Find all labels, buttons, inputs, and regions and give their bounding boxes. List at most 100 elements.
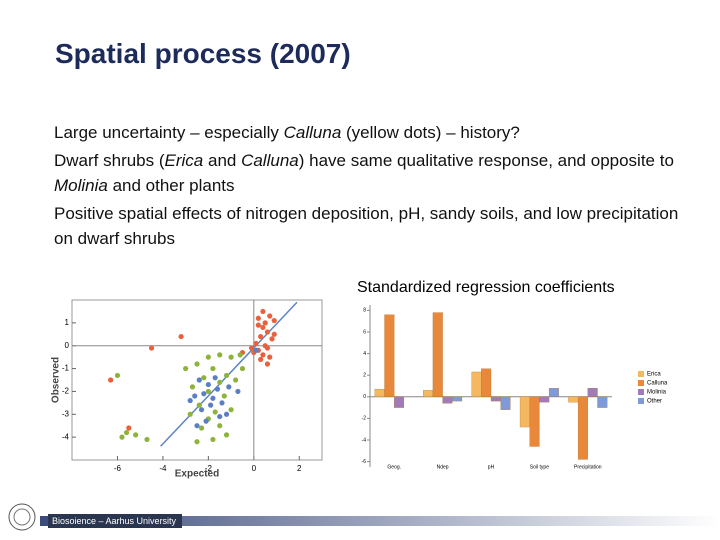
bar [500, 396, 511, 410]
bullet-run: Molinia [54, 176, 108, 195]
bar [471, 371, 482, 397]
legend-label: Molinia [647, 390, 667, 396]
data-point [214, 386, 221, 392]
y-tick-label: -3 [62, 409, 70, 418]
data-point [260, 352, 266, 358]
legend-swatch [638, 380, 644, 386]
bullet-run: Large uncertainty – especially [54, 123, 284, 142]
data-point [226, 384, 232, 390]
bar [442, 396, 453, 404]
data-point [223, 432, 230, 438]
bar [539, 396, 550, 403]
data-point [212, 375, 218, 381]
data-point [133, 432, 139, 438]
data-point [219, 400, 225, 406]
bar [384, 314, 395, 397]
x-tick-label: Geog. [387, 464, 401, 470]
data-point [260, 324, 266, 331]
data-point [194, 361, 200, 367]
x-tick-label: -6 [114, 464, 122, 473]
bullet-run: and other plants [107, 176, 235, 195]
y-tick-label: -2 [62, 387, 70, 396]
data-point [189, 384, 196, 390]
bar [490, 396, 501, 402]
y-tick-label: -1 [62, 364, 70, 373]
data-point [264, 329, 271, 335]
bar [577, 396, 588, 460]
x-tick-label: pH [488, 464, 495, 470]
x-tick-label: 0 [252, 464, 257, 473]
data-point [255, 322, 261, 328]
legend-label: Erica [647, 372, 661, 378]
x-axis-label: Expected [175, 469, 219, 480]
data-point [126, 425, 132, 431]
data-point [123, 429, 130, 436]
data-point [205, 354, 211, 360]
bullet-run: Calluna [241, 151, 299, 170]
data-point [194, 423, 200, 429]
data-point [205, 388, 211, 395]
y-tick-label: 0 [65, 341, 70, 350]
data-point [201, 375, 207, 381]
data-point [223, 411, 230, 417]
bullet-run: Calluna [283, 123, 342, 142]
data-point [248, 345, 255, 351]
bullet-run: Erica [164, 151, 204, 170]
legend-swatch [638, 389, 644, 395]
data-point [258, 333, 264, 340]
y-tick-label: 2 [363, 373, 366, 379]
data-point [223, 372, 230, 379]
slide-title: Spatial process (2007) [55, 38, 351, 69]
x-tick-label: 2 [297, 464, 302, 473]
chart-title: Standardized regression coefficients [357, 279, 615, 296]
x-tick-label: -2 [205, 464, 213, 473]
bar [529, 396, 540, 447]
bullet: Dwarf shrubs (Erica and Calluna) have sa… [54, 148, 694, 198]
data-point [233, 377, 239, 383]
data-point [258, 356, 264, 363]
data-point [210, 436, 216, 443]
bullet-run: ) have same qualitative response, and op… [298, 151, 674, 170]
data-point [187, 411, 193, 417]
data-point [119, 434, 125, 440]
data-point [267, 313, 273, 319]
y-tick-label: -4 [362, 437, 367, 443]
data-point [178, 333, 184, 340]
data-point [205, 381, 211, 388]
data-point [208, 402, 214, 408]
data-point [217, 352, 223, 358]
y-tick-label: 0 [363, 394, 366, 400]
data-point [183, 365, 189, 372]
x-tick-label: -4 [159, 464, 167, 473]
data-point [267, 354, 273, 360]
bar [452, 396, 463, 402]
bar [597, 396, 608, 408]
data-point [269, 336, 275, 342]
data-point [196, 377, 202, 383]
bullet-list: Large uncertainty – especially Calluna (… [54, 120, 694, 254]
data-point [253, 347, 259, 353]
data-point [144, 436, 150, 443]
plot-frame [71, 299, 323, 461]
data-point [201, 391, 207, 397]
bullet-run: Dwarf shrubs ( [54, 151, 165, 170]
y-tick-label: -6 [362, 459, 367, 465]
legend-swatch [638, 371, 644, 377]
data-point [114, 372, 121, 379]
data-point [198, 407, 205, 413]
data-point [217, 379, 223, 385]
bar [519, 396, 530, 428]
y-axis-label: Observed [51, 357, 62, 403]
data-point [264, 361, 271, 367]
y-tick-label: 8 [363, 308, 366, 314]
data-point [235, 388, 241, 395]
footer-text: Biosoience – Aarhus University [48, 514, 182, 528]
bar [423, 390, 434, 397]
legend-swatch [638, 398, 644, 404]
data-point [253, 340, 259, 347]
y-tick-label: -2 [362, 416, 367, 422]
data-point [260, 308, 266, 315]
data-point [228, 354, 234, 360]
